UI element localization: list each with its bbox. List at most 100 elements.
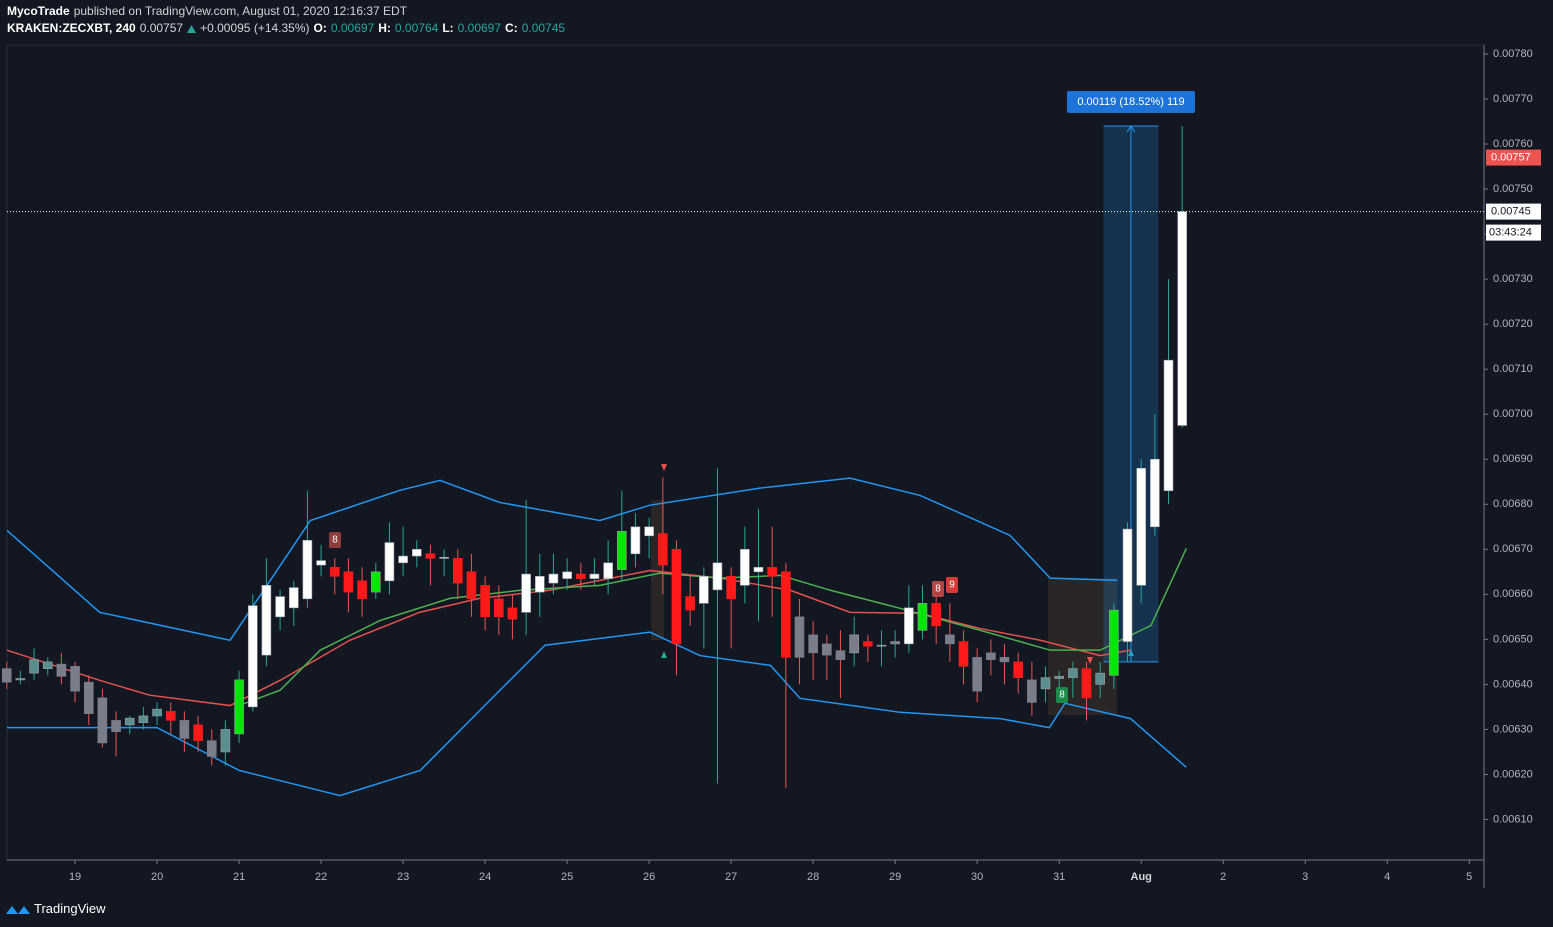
brand-logo — [6, 906, 30, 914]
candle-body — [261, 585, 272, 656]
td-marker-box — [932, 581, 944, 597]
ohlc-key: H: — [378, 21, 391, 35]
y-tick-label: 0.00610 — [1493, 813, 1533, 825]
candle-body — [1177, 211, 1188, 426]
candle-body — [890, 641, 900, 645]
candle-body — [931, 603, 941, 627]
measure-label-box — [1066, 91, 1195, 114]
candle-body — [603, 562, 613, 579]
candle-body — [343, 571, 354, 593]
candle-body — [1122, 528, 1133, 642]
candle-body — [412, 549, 422, 557]
candle-body — [1095, 672, 1105, 685]
last-price: 0.00757 — [139, 21, 184, 35]
ohlc-value: 0.00697 — [330, 21, 375, 35]
x-tick-label: 26 — [643, 871, 655, 883]
candle-body — [398, 555, 408, 564]
symbol: KRAKEN:ZECXBT, 240 — [7, 21, 136, 35]
candle-body — [329, 567, 340, 577]
candle-body — [1150, 458, 1160, 528]
y-tick-label: 0.00680 — [1493, 498, 1533, 510]
candle-body — [275, 596, 285, 618]
candle-body — [83, 681, 94, 714]
ohlc-value: 0.00745 — [521, 21, 566, 35]
candle-body — [1, 668, 12, 683]
x-tick-label: Aug — [1131, 871, 1152, 883]
candle-body — [617, 530, 627, 570]
candle-body — [863, 641, 873, 647]
x-tick-label: 21 — [233, 871, 245, 883]
candle-body — [1013, 661, 1023, 678]
change: +0.00095 (+14.35%) — [200, 21, 310, 35]
x-tick-label: 29 — [889, 871, 901, 883]
candle-body — [904, 607, 914, 645]
x-tick-label: 23 — [397, 871, 409, 883]
candle-body — [288, 587, 299, 609]
countdown-box — [1486, 224, 1541, 241]
candle-body — [70, 666, 80, 692]
candle-body — [876, 644, 887, 647]
x-tick-label: 30 — [971, 871, 983, 883]
candle-body — [644, 526, 654, 537]
candle-body — [1068, 668, 1078, 678]
candle-body — [822, 643, 832, 656]
candle-body — [15, 678, 26, 681]
candle-body — [712, 562, 723, 591]
candle-body — [726, 576, 736, 600]
candle-body — [179, 720, 190, 739]
y-tick-label: 0.00770 — [1493, 93, 1533, 105]
candle-body — [835, 650, 846, 660]
y-tick-label: 0.00670 — [1493, 543, 1533, 555]
candle-body — [453, 558, 463, 584]
header-line-1: MycoTrade published on TradingView.com, … — [7, 4, 407, 18]
x-tick-label: 19 — [69, 871, 81, 883]
candle-body — [97, 697, 108, 744]
candle-body — [439, 557, 449, 559]
candle-body — [917, 603, 928, 631]
td-marker-box — [1056, 687, 1068, 703]
candle-body — [480, 585, 490, 618]
candle-body — [466, 571, 477, 600]
y-tick-label: 0.00730 — [1493, 273, 1533, 285]
y-tick-label: 0.00750 — [1493, 183, 1533, 195]
td-marker: 8 — [935, 584, 941, 595]
brand: TradingView — [34, 901, 106, 916]
candle-body — [972, 657, 982, 692]
candle-body — [945, 634, 955, 645]
candle-body — [630, 526, 641, 555]
candle-body — [808, 634, 818, 654]
chart-layer: 0.00610 0.00620 0.00630 0.00640 0.00650 0.006… — [1, 48, 1541, 883]
x-tick-label: 3 — [1302, 871, 1308, 883]
countdown: 03:43:24 — [1489, 227, 1532, 239]
candle-body — [740, 549, 750, 586]
ohlc-value: 0.00697 — [457, 21, 502, 35]
up-icon — [187, 24, 197, 33]
signal-arrow — [1087, 657, 1093, 664]
indicator-line — [7, 631, 1187, 797]
published: published on TradingView.com, August 01,… — [73, 4, 408, 18]
candle-body — [958, 641, 969, 667]
indicator-line — [6, 569, 1131, 707]
candle-body — [521, 573, 531, 613]
y-tick-label: 0.00620 — [1493, 768, 1533, 780]
candle-body — [370, 571, 381, 593]
y-tick-label: 0.00630 — [1493, 723, 1533, 735]
candle-body — [42, 661, 53, 669]
header-line-2: KRAKEN:ZECXBT, 240 0.00757 +0.00095 (+14… — [7, 21, 565, 35]
ohlc-value: 0.00764 — [394, 21, 439, 35]
author: MycoTrade — [7, 4, 70, 18]
candle-body — [562, 571, 572, 579]
x-tick-label: 28 — [807, 871, 819, 883]
td-marker: 8 — [332, 535, 338, 546]
candle-body — [247, 605, 258, 708]
candle-body — [1040, 677, 1051, 690]
x-tick-label: 5 — [1466, 871, 1472, 883]
candle-body — [781, 571, 791, 658]
candle-body — [1054, 675, 1064, 679]
price-label-box — [1486, 149, 1541, 166]
td-marker: 8 — [1059, 690, 1065, 701]
price-label: 0.00757 — [1491, 151, 1531, 163]
x-tick-label: 2 — [1220, 871, 1226, 883]
candle-body — [124, 717, 135, 726]
candle-body — [1109, 609, 1119, 676]
